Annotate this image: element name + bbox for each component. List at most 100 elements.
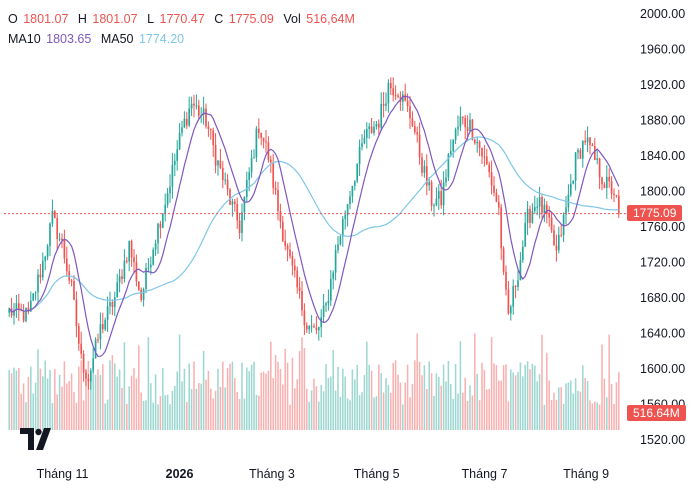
- volume-bar: [135, 378, 138, 430]
- candle: [334, 244, 337, 281]
- candle: [610, 176, 613, 200]
- candle: [92, 347, 95, 374]
- volume-bar: [344, 376, 346, 430]
- candle: [94, 337, 97, 359]
- volume-bar: [354, 379, 356, 430]
- volume-bar: [104, 403, 106, 430]
- volume-bar: [397, 374, 399, 430]
- candle: [541, 194, 543, 219]
- candle: [490, 160, 493, 195]
- volume-bar: [301, 337, 303, 430]
- volume-bar: [313, 378, 315, 430]
- volume-bar: [85, 368, 87, 430]
- candle: [301, 281, 303, 317]
- candle: [524, 211, 527, 247]
- volume-bar: [382, 392, 385, 430]
- candle: [507, 281, 510, 315]
- x-tick-label: Tháng 7: [462, 467, 508, 481]
- candle: [15, 294, 18, 318]
- candle: [49, 222, 51, 256]
- volume-bar: [423, 365, 426, 430]
- candle: [305, 322, 308, 334]
- volume-bar: [70, 373, 73, 430]
- candle: [413, 120, 416, 135]
- price-axis[interactable]: 1520.001560.001600.001640.001680.001720.…: [640, 7, 685, 447]
- candle: [430, 179, 433, 212]
- candle: [464, 114, 467, 140]
- candle: [80, 331, 83, 359]
- ma50-value: 1774.20: [138, 32, 185, 46]
- candle: [394, 85, 397, 101]
- volume-bar: [320, 384, 322, 430]
- candle: [529, 205, 531, 229]
- volume-bar: [337, 366, 339, 430]
- candle: [73, 275, 75, 301]
- volume-bar: [80, 360, 82, 430]
- candle: [543, 198, 546, 223]
- candle: [476, 136, 479, 153]
- candle: [123, 249, 126, 283]
- volume-bar: [541, 334, 543, 430]
- volume-bar: [106, 399, 109, 430]
- volume-bar: [210, 388, 212, 430]
- candle: [109, 291, 111, 315]
- volume-bar: [49, 370, 51, 430]
- candle: [58, 232, 61, 242]
- volume-bar: [58, 374, 61, 430]
- volume-bar: [202, 350, 205, 430]
- volume-bar: [222, 361, 224, 430]
- y-tick-label: 1840.00: [640, 149, 685, 163]
- candle: [195, 94, 198, 110]
- candle: [284, 229, 287, 251]
- volume-bar: [550, 399, 553, 430]
- candle: [363, 129, 366, 145]
- candle: [536, 197, 539, 216]
- candle: [332, 270, 335, 290]
- volume-bar: [438, 376, 440, 430]
- candle: [169, 174, 171, 203]
- candle: [111, 299, 114, 316]
- candle: [56, 214, 59, 251]
- high-label: H: [77, 12, 87, 26]
- candle: [116, 273, 119, 298]
- volume-bar: [258, 395, 260, 430]
- y-tick-label: 1760.00: [640, 220, 685, 234]
- volume-bar: [462, 392, 464, 430]
- volume-bar: [121, 387, 123, 430]
- volume-bar: [56, 394, 58, 430]
- volume-bar: [46, 378, 49, 430]
- volume-bar: [262, 371, 265, 430]
- candle: [161, 213, 164, 229]
- tradingview-logo-icon[interactable]: [20, 428, 56, 455]
- volume-bar: [529, 369, 531, 430]
- candle: [262, 137, 265, 149]
- volume-bar: [224, 387, 226, 430]
- volume-bar: [565, 383, 567, 430]
- candle: [205, 103, 207, 129]
- candle: [502, 246, 505, 276]
- candle: [137, 281, 140, 292]
- candle: [46, 243, 49, 261]
- time-axis[interactable]: Tháng 11 2026 Tháng 3 Tháng 5 Tháng 7 Tháng 9: [37, 467, 610, 481]
- volume-bar: [363, 375, 366, 430]
- volume-bar: [241, 362, 243, 430]
- candle: [449, 139, 452, 158]
- volume-bar: [368, 364, 370, 430]
- volume-bar: [524, 364, 526, 430]
- volume-bar: [414, 360, 416, 430]
- volume-bar: [380, 373, 382, 430]
- volume-bar: [32, 393, 34, 430]
- candle: [10, 297, 13, 318]
- close-label: C: [214, 12, 224, 26]
- candle: [373, 120, 375, 136]
- candle: [166, 187, 169, 208]
- candle: [44, 255, 47, 271]
- volume-label: Vol: [283, 12, 301, 26]
- candle: [197, 99, 200, 121]
- candle: [361, 134, 363, 151]
- ma10-label: MA10: [8, 32, 41, 46]
- volume-bar: [526, 361, 529, 430]
- candle: [569, 174, 572, 197]
- volume-bar: [426, 389, 428, 430]
